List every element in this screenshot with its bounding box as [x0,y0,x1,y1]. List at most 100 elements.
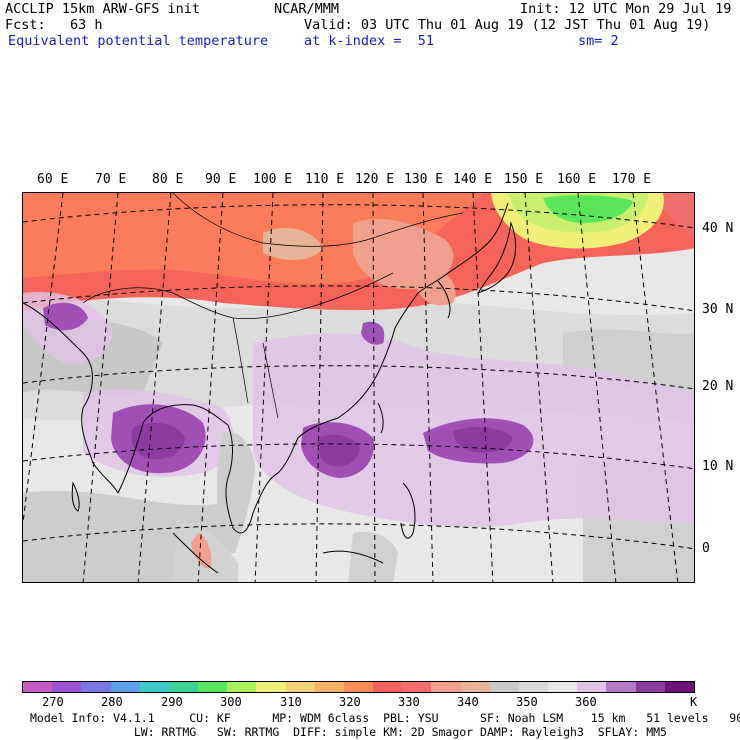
lon-label: 120 E [355,172,395,187]
colorbar-tick: 290 [161,695,183,709]
colorbar-swatch [343,682,374,692]
lon-label: 60 E [37,172,69,187]
lat-label: 30 N [702,302,734,317]
japan-coast [476,221,517,294]
lon-line-110 [315,193,324,582]
taiwan-coast [377,402,384,434]
lat-line-30 [23,285,694,312]
lat-line-20 [23,365,694,390]
china-south-coast [277,327,396,474]
smoothing: sm= 2 [578,33,619,49]
sumatra-salmon [191,533,212,569]
lon-line-90 [197,193,224,582]
lat-line-10 [23,443,694,470]
colorbar-swatch [577,682,607,692]
longitude-grid [23,193,679,582]
lon-label: 70 E [95,172,127,187]
lon-label: 130 E [404,172,444,187]
colorbar-swatch [52,682,82,692]
cold-pool-green [543,195,633,223]
lon-line-80 [137,193,172,582]
colorbar-tick: 360 [575,695,597,709]
colorbar [22,681,695,693]
model-info-line2: LW: RRTMG SW: RRTMG DIFF: simple KM: 2D … [30,725,667,739]
valid-time: Valid: 03 UTC Thu 01 Aug 19 (12 JST Thu … [304,17,711,33]
east-china-purple [361,321,385,345]
org-label: NCAR/MMM [274,1,340,17]
model-info-line1: Model Info: V4.1.1 CU: KF MP: WDM 6class… [30,711,740,725]
lon-line-140 [472,193,494,582]
korea-coast [437,280,451,319]
colorbar-tick: 310 [280,695,302,709]
colorbar-tick: 350 [516,695,538,709]
malay-coast [225,424,279,534]
indochina-gray [217,432,255,553]
colorbar-swatch [198,682,228,692]
border-laos [262,342,279,419]
colorbar-tick: 330 [398,695,420,709]
lon-label: 170 E [612,172,652,187]
colorbar-swatch [23,682,53,692]
theta-e-map [22,192,695,583]
lat-line-0 [23,523,694,550]
colorbar-swatch [635,682,665,692]
lon-line-150 [524,193,554,582]
lon-line-160 [577,193,617,582]
lon-label: 140 E [453,172,493,187]
coastlines [23,202,517,574]
colorbar-swatch [489,682,519,692]
run-title: ACCLIP 15km ARW-GFS init [5,1,201,17]
colorbar-tick: 340 [457,695,479,709]
lon-line-170 [632,193,679,582]
sumatra-coast [172,532,219,574]
colorbar-swatch [402,682,432,692]
colorbar-swatch [548,682,578,692]
colorbar-unit: K [690,695,698,709]
lat-line-40 [23,204,694,229]
sri-lanka-coast [71,481,80,512]
scs-core [317,434,360,467]
borneo-gray [348,531,398,582]
colorbar-swatch [314,682,344,692]
lon-line-130 [422,193,434,582]
colorbar-swatch [431,682,461,692]
wpac-core [453,427,513,453]
colorbar-swatch [373,682,403,692]
philippines-coast [400,482,416,539]
ne-warm [663,193,694,238]
lon-label: 110 E [305,172,345,187]
colorbar-swatch [285,682,315,692]
field-name: Equivalent potential temperature [8,33,269,49]
bengal-core [131,422,185,460]
colorbar-tick: 280 [101,695,123,709]
colorbar-swatch [139,682,169,692]
lon-label: 160 E [557,172,597,187]
lat-label: 0 [702,541,710,556]
arabia-purple [43,302,88,331]
lat-label: 20 N [702,379,734,394]
colorbar-tick: 270 [42,695,64,709]
colorbar-swatch [110,682,140,692]
colorbar-swatch [518,682,549,692]
latitude-grid [23,204,694,550]
india-east-coast [117,404,229,494]
lon-label: 90 E [205,172,237,187]
lon-line-70 [82,193,119,582]
colorbar-swatch [227,682,257,692]
colorbar-swatch [460,682,490,692]
interior-tan [263,228,323,260]
lon-label: 150 E [504,172,544,187]
colorbar-swatch [664,682,694,692]
colorbar-tick: 320 [339,695,361,709]
colorbar-swatch [168,682,199,692]
lon-line-120 [372,193,376,582]
lat-label: 40 N [702,221,734,236]
colorbar-swatch [606,682,636,692]
colorbar-tick: 300 [220,695,242,709]
level-index: at k-index = 51 [304,33,435,49]
border-myanmar [232,317,249,404]
colorbar-swatch [256,682,286,692]
lon-line-60 [23,193,64,524]
borneo-coast [322,550,384,564]
lon-line-100 [254,193,274,582]
